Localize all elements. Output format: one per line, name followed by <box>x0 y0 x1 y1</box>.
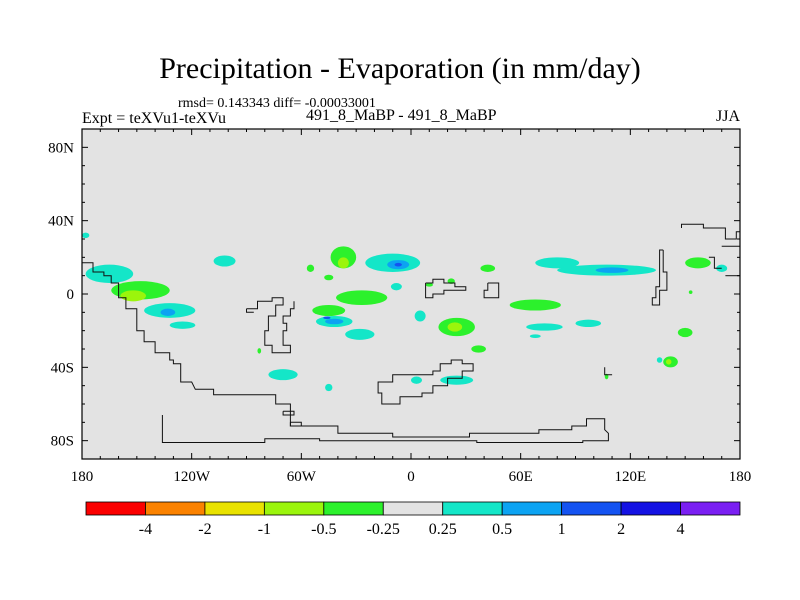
axis-ticks <box>81 128 741 460</box>
y-tick-label: 40N <box>48 214 74 230</box>
anomaly-tethys-south-small <box>529 334 541 338</box>
colorbar-swatch <box>501 501 563 516</box>
anomaly-arabia <box>480 264 496 273</box>
anomaly-indian-ocean-2 <box>471 345 486 353</box>
colorbar-label: -2 <box>198 521 211 538</box>
anomaly-north-atlantic-small <box>306 264 315 273</box>
colorbar-label: 0.25 <box>429 521 457 538</box>
x-tick-label: 120W <box>173 469 211 485</box>
colorbar-label: -4 <box>139 521 152 538</box>
colorbar-label: 2 <box>617 521 625 538</box>
anomaly-guinea <box>324 274 334 281</box>
anomaly-east-tethys <box>716 264 728 273</box>
y-tick-label: 40S <box>51 360 74 376</box>
anomaly-indian-south <box>440 375 474 385</box>
anomaly-indian-ocean-small <box>414 310 426 322</box>
coastline-7 <box>282 410 295 416</box>
colorbar-swatch <box>145 501 206 516</box>
coastline-6 <box>483 282 500 299</box>
anomaly-tethys-north-3 <box>685 257 711 269</box>
y-tick-label: 80S <box>51 434 74 450</box>
colorbar-swatch <box>85 501 146 516</box>
x-tick-label: 120E <box>614 469 646 485</box>
anomaly-east-pacific-core <box>120 290 146 302</box>
anomaly-atlantic-equator <box>336 290 388 305</box>
anomaly-south-atlantic-midlat-2 <box>325 383 333 392</box>
anomaly-atlantic-north-2-max <box>394 262 402 267</box>
coastline-9 <box>604 367 613 376</box>
colorbar-label: 0.5 <box>492 521 512 538</box>
anomaly-tethys-south-2 <box>575 319 602 328</box>
colorbar: -4 -2 -1 -0.5 -0.25 0.25 0.5 1 2 4 <box>85 501 741 538</box>
anomaly-south-atlantic-midlat <box>268 369 298 381</box>
colorbar-swatch <box>442 501 503 516</box>
anomaly-atlantic-equator-2 <box>312 305 346 316</box>
anomaly-tethys-south-1 <box>526 323 563 331</box>
x-axis-tick-labels: 180 120W 60W 0 60E 120E 180 <box>71 469 752 485</box>
x-tick-label: 60W <box>287 469 317 485</box>
anomaly-east-small-green <box>677 327 693 338</box>
anomaly-atlantic-north-1 <box>330 246 357 269</box>
coastline-8 <box>289 421 302 427</box>
x-tick-label: 0 <box>407 469 415 485</box>
x-tick-label: 180 <box>71 469 94 485</box>
colorbar-swatch <box>620 501 681 516</box>
anomaly-africa-small-1 <box>390 283 402 291</box>
coastline-1 <box>82 262 609 443</box>
y-tick-label: 80N <box>48 140 74 156</box>
coastline-5 <box>425 278 467 299</box>
anomaly-tethys-north <box>535 257 580 269</box>
coastline-13 <box>708 256 722 269</box>
chart-title: Precipitation - Evaporation (in mm/day) <box>159 52 641 85</box>
colorbar-swatch <box>263 501 325 516</box>
colorbar-label: -0.5 <box>311 521 336 538</box>
anomaly-se-pacific <box>169 321 196 329</box>
colorbar-label: 1 <box>558 521 566 538</box>
coastline-10 <box>651 249 668 306</box>
y-tick-label: 0 <box>67 287 75 303</box>
anomaly-atlantic-north-1-core <box>337 257 349 269</box>
anomaly-far-east-small <box>688 290 693 294</box>
anomaly-south-america-small <box>257 348 262 354</box>
anomaly-dateline-north <box>82 232 90 239</box>
anomaly-atlantic-south-blue-core <box>325 318 344 325</box>
colorbar-label: -0.25 <box>367 521 400 538</box>
anomaly-layer <box>82 232 728 392</box>
experiment-pair-label: 491_8_MaBP - 491_8_MaBP <box>306 107 497 124</box>
colorbar-label: 4 <box>677 521 685 538</box>
anomaly-east-south-green-core <box>665 359 672 365</box>
anomaly-indian-south-2 <box>411 376 422 384</box>
coastline-3 <box>246 308 254 313</box>
anomaly-indian-ocean-1-core <box>447 322 463 332</box>
colorbar-swatch <box>382 501 444 516</box>
anomaly-central-pacific-north <box>85 264 134 284</box>
colorbar-swatch <box>680 501 741 516</box>
experiment-label: Expt = teXVu1-teXVu <box>82 110 226 127</box>
anomaly-east-cyan-small <box>656 357 663 363</box>
coastline-2 <box>246 297 295 354</box>
coastline-11 <box>681 223 740 240</box>
colorbar-swatch <box>323 501 384 516</box>
y-axis-tick-labels: 80N 40N 0 40S 80S <box>48 140 74 449</box>
anomaly-east-pacific-south-core <box>160 308 176 317</box>
anomaly-mexico-pacific <box>213 255 236 267</box>
anomaly-atlantic-south-2 <box>345 328 375 340</box>
x-tick-label: 180 <box>729 469 752 485</box>
coastline-4 <box>377 359 474 405</box>
stats-subtitle: rmsd= 0.143343 diff= -0.00033001 <box>178 96 376 111</box>
colorbar-swatch <box>561 501 622 516</box>
season-label: JJA <box>716 108 741 125</box>
colorbar-swatch <box>204 501 265 516</box>
coastline-layer <box>82 223 740 443</box>
anomaly-tethys-green <box>509 299 561 311</box>
colorbar-label: -1 <box>258 521 271 538</box>
anomaly-tethys-north-2-core <box>595 267 629 273</box>
map-background <box>82 129 740 459</box>
anomaly-africa-small-2 <box>425 283 433 287</box>
anomaly-atlantic-south-blue-max <box>323 316 331 320</box>
x-tick-label: 60E <box>509 469 533 485</box>
